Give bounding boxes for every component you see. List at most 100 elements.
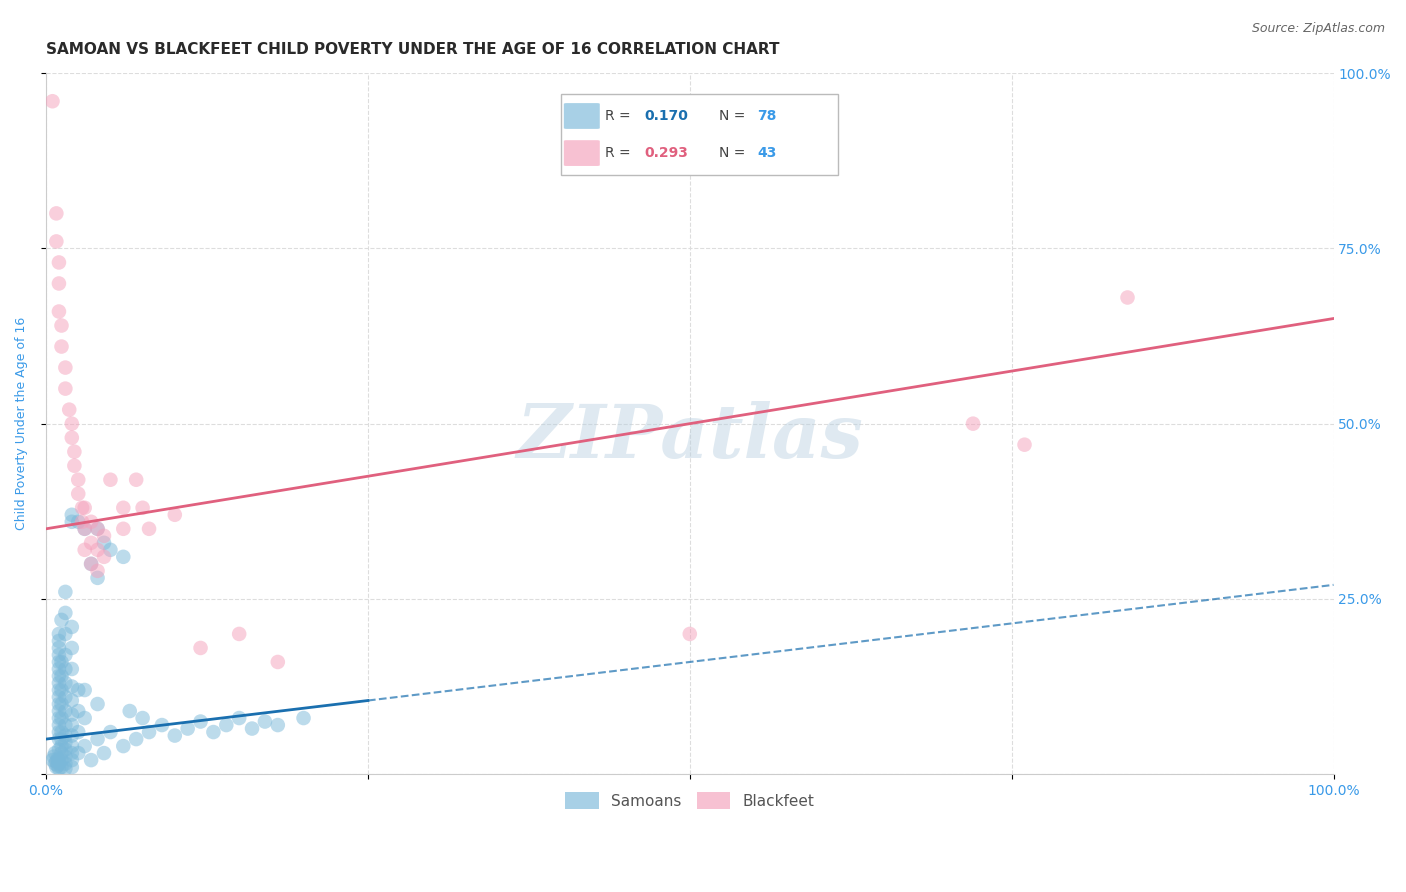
Point (51, 613, 73, 627)
Point (86, 522, 108, 536)
Point (176, 722, 198, 736)
Point (60, 640, 83, 655)
Point (202, 725, 225, 739)
Point (60, 746, 83, 760)
Point (53, 735, 76, 749)
Point (51, 655, 73, 669)
Point (67, 725, 90, 739)
Point (48, 711, 70, 725)
Point (73, 500, 96, 515)
Point (86, 571, 108, 585)
Point (80, 753, 103, 767)
Point (112, 522, 135, 536)
Point (48, 742, 70, 756)
Point (60, 753, 83, 767)
Point (51, 732, 73, 747)
Point (80, 536, 103, 550)
Point (131, 500, 153, 515)
Point (73, 522, 96, 536)
Point (67, 746, 90, 760)
Point (53, 606, 76, 620)
Point (70, 515, 93, 529)
Point (73, 739, 96, 753)
Point (100, 725, 122, 739)
Point (67, 704, 90, 718)
Point (73, 522, 96, 536)
Point (138, 725, 160, 739)
Point (60, 620, 83, 634)
Point (67, 515, 90, 529)
Point (267, 718, 290, 732)
Point (80, 557, 103, 571)
Point (190, 714, 212, 729)
Point (86, 522, 108, 536)
Point (60, 680, 83, 694)
Point (48, 690, 70, 704)
Point (48, 627, 70, 641)
Y-axis label: Child Poverty Under the Age of 16: Child Poverty Under the Age of 16 (15, 317, 28, 530)
Point (53, 360, 76, 375)
Point (125, 732, 148, 747)
Point (44, 756, 66, 771)
Point (46, 758, 69, 772)
Point (53, 704, 76, 718)
Point (48, 756, 70, 771)
Point (45, 755, 67, 769)
Point (60, 739, 83, 753)
Point (93, 529, 115, 543)
Point (48, 732, 70, 747)
Point (253, 714, 276, 729)
Point (48, 304, 70, 318)
Point (60, 718, 83, 732)
Point (48, 634, 70, 648)
Text: SAMOAN VS BLACKFEET CHILD POVERTY UNDER THE AGE OF 16 CORRELATION CHART: SAMOAN VS BLACKFEET CHILD POVERTY UNDER … (46, 42, 779, 57)
Point (51, 711, 73, 725)
Point (1014, 438, 1036, 452)
Point (53, 718, 76, 732)
Point (51, 725, 73, 739)
Point (67, 487, 90, 501)
Point (51, 739, 73, 753)
Point (53, 627, 76, 641)
Point (51, 697, 73, 711)
Point (267, 655, 290, 669)
Point (46, 752, 69, 766)
Text: ZIPatlas: ZIPatlas (516, 401, 863, 474)
Point (163, 508, 186, 522)
Point (48, 277, 70, 291)
Point (45, 235, 67, 249)
Point (42, 749, 65, 764)
Point (962, 417, 984, 431)
Point (48, 640, 70, 655)
Point (48, 704, 70, 718)
Point (67, 473, 90, 487)
Point (41, 753, 63, 767)
Point (48, 725, 70, 739)
Point (93, 549, 115, 564)
Point (93, 536, 115, 550)
Point (45, 206, 67, 220)
Point (53, 756, 76, 771)
Point (73, 542, 96, 557)
Point (60, 693, 83, 707)
Point (51, 318, 73, 333)
Point (53, 749, 76, 764)
Point (73, 711, 96, 725)
Point (51, 683, 73, 698)
Point (138, 522, 160, 536)
Point (80, 557, 103, 571)
Point (51, 746, 73, 760)
Point (292, 711, 315, 725)
Point (48, 718, 70, 732)
Legend: Samoans, Blackfeet: Samoans, Blackfeet (560, 786, 821, 815)
Point (60, 431, 83, 445)
Point (125, 473, 148, 487)
Point (41, 94, 63, 108)
Point (228, 711, 250, 725)
Point (53, 742, 76, 756)
Point (51, 760, 73, 774)
Point (53, 729, 76, 743)
Point (86, 542, 108, 557)
Point (48, 648, 70, 662)
Point (228, 627, 250, 641)
